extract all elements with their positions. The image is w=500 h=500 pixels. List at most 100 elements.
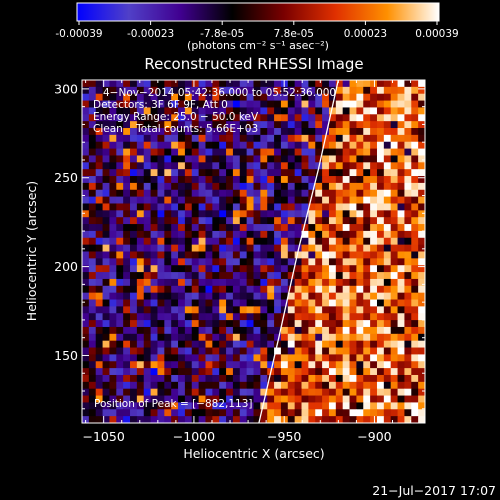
heatmap-cell [212, 217, 220, 225]
heatmap-cell [178, 402, 186, 410]
heatmap-cell [294, 224, 302, 232]
heatmap-cell [363, 80, 371, 88]
heatmap-cell [274, 155, 282, 163]
heatmap-cell [198, 128, 206, 136]
heatmap-cell [95, 128, 103, 136]
heatmap-cell [205, 237, 213, 246]
heatmap-cell [260, 148, 268, 156]
heatmap-cell [349, 368, 357, 376]
heatmap-cell [102, 169, 110, 177]
heatmap-cell [143, 182, 151, 191]
heatmap-cell [418, 230, 425, 239]
heatmap-cell [116, 80, 124, 88]
heatmap-cell [212, 121, 220, 129]
heatmap-cell [322, 265, 330, 273]
heatmap-cell [404, 368, 412, 376]
heatmap-cell [267, 80, 275, 88]
heatmap-cell [363, 340, 371, 348]
heatmap-cell [212, 148, 220, 156]
heatmap-cell [267, 320, 275, 328]
heatmap-cell [184, 182, 193, 191]
heatmap-cell [390, 217, 398, 225]
heatmap-cell [143, 416, 151, 423]
heatmap-cell [370, 333, 378, 342]
heatmap-cell [301, 381, 309, 390]
heatmap-cell [239, 258, 248, 266]
heatmap-cell [322, 148, 330, 156]
heatmap-cell [404, 278, 412, 287]
heatmap-cell [356, 244, 364, 252]
heatmap-cell [383, 251, 392, 259]
heatmap-cell [267, 121, 275, 129]
heatmap-cell [239, 265, 248, 273]
heatmap-cell [418, 265, 425, 273]
heatmap-cell [191, 333, 200, 342]
heatmap-cell [397, 251, 405, 259]
heatmap-cell [383, 416, 392, 423]
heatmap-cell [294, 326, 302, 335]
heatmap-cell [260, 340, 268, 348]
heatmap-cell [136, 155, 145, 163]
heatmap-cell [253, 155, 261, 163]
heatmap-cell [335, 100, 344, 108]
heatmap-cell [143, 272, 151, 280]
heatmap-cell [397, 121, 405, 129]
heatmap-cell [280, 121, 289, 129]
heatmap-cell [370, 402, 378, 410]
heatmap-cell [123, 80, 131, 88]
heatmap-cell [123, 189, 131, 198]
heatmap-cell [116, 128, 124, 136]
heatmap-cell [109, 80, 117, 88]
heatmap-cell [356, 272, 364, 280]
heatmap-cell [212, 340, 220, 348]
heatmap-cell [95, 203, 103, 211]
heatmap-cell [397, 237, 405, 246]
heatmap-cell [102, 203, 110, 211]
heatmap-cell [95, 409, 103, 417]
heatmap-cell [246, 416, 254, 423]
heatmap-cell [184, 237, 193, 246]
heatmap-cell [191, 409, 200, 417]
heatmap-cell [315, 169, 323, 177]
heatmap-cell [390, 86, 398, 95]
heatmap-cell [205, 361, 213, 369]
heatmap-cell [418, 292, 425, 300]
heatmap-cell [171, 107, 179, 115]
heatmap-cell [191, 134, 200, 143]
heatmap-cell [136, 217, 145, 225]
heatmap-cell [411, 100, 419, 108]
heatmap-cell [143, 347, 151, 355]
heatmap-cell [328, 224, 337, 232]
heatmap-cell [370, 265, 378, 273]
heatmap-cell [95, 169, 103, 177]
heatmap-cell [130, 354, 138, 362]
heatmap-cell [328, 306, 337, 314]
heatmap-cell [184, 148, 193, 156]
heatmap-cell [335, 121, 344, 129]
heatmap-cell [109, 258, 117, 266]
heatmap-cell [88, 244, 97, 252]
heatmap-cell [136, 340, 145, 348]
heatmap-cell [253, 162, 261, 170]
heatmap-cell [150, 80, 158, 88]
heatmap-cell [349, 354, 357, 362]
heatmap-cell [260, 107, 268, 115]
heatmap-cell [390, 326, 398, 335]
heatmap-cell [150, 155, 158, 163]
heatmap-cell [349, 374, 357, 383]
heatmap-cell [308, 121, 316, 129]
heatmap-cell [212, 230, 220, 239]
heatmap-cell [335, 217, 344, 225]
heatmap-cell [130, 395, 138, 403]
heatmap-cell [260, 162, 268, 170]
heatmap-cell [123, 320, 131, 328]
heatmap-cell [191, 162, 200, 170]
heatmap-cell [232, 93, 241, 101]
heatmap-cell [411, 182, 419, 191]
heatmap-cell [178, 114, 186, 122]
heatmap-cell [274, 217, 282, 225]
heatmap-cell [342, 237, 350, 246]
heatmap-cell [411, 86, 419, 95]
heatmap-cell [349, 347, 357, 355]
heatmap-cell [335, 416, 344, 423]
